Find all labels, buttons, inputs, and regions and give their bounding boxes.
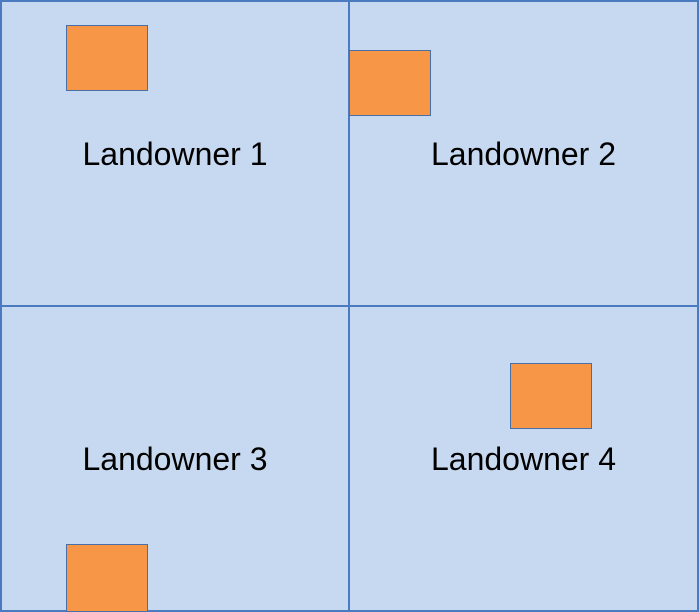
parcel-landowner-2: Landowner 2 [348,0,699,307]
parcel-label: Landowner 2 [430,136,617,172]
parcel-landowner-4: Landowner 4 [348,305,699,612]
building-landowner-1 [66,25,148,91]
parcel-label: Landowner 3 [82,441,268,477]
parcel-label: Landowner 1 [82,136,268,172]
parcel-label: Landowner 4 [430,441,617,477]
building-landowner-3 [66,544,148,612]
building-landowner-2 [349,50,431,116]
parcel-landowner-1: Landowner 1 [0,0,350,307]
parcel-landowner-3: Landowner 3 [0,305,350,612]
building-landowner-4 [510,363,592,429]
